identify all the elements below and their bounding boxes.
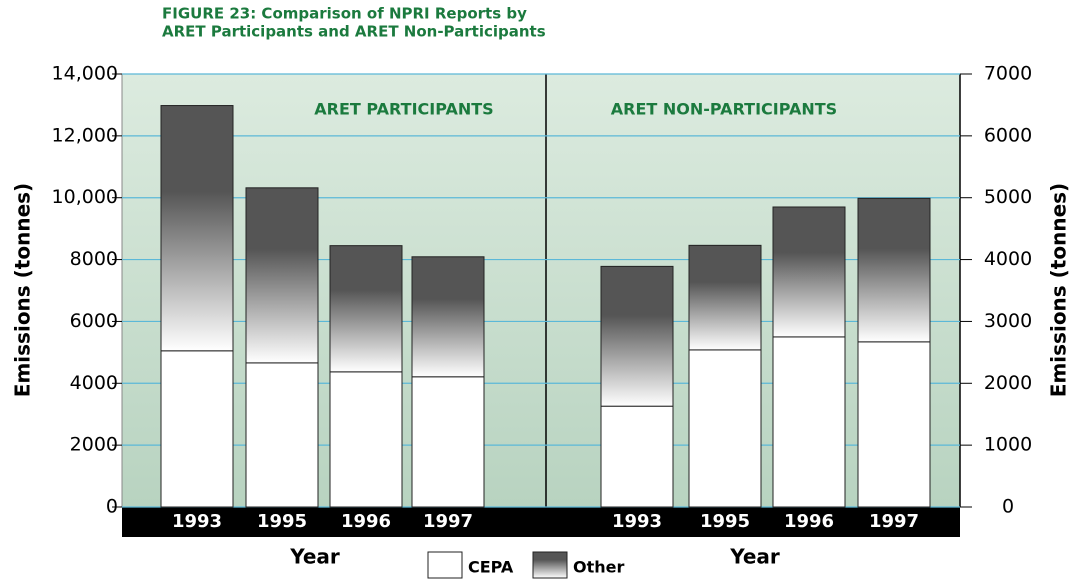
x-tick-label: 1995 bbox=[257, 511, 307, 532]
panel-title: ARET NON-PARTICIPANTS bbox=[611, 100, 837, 119]
y-tick-label: 14,000 bbox=[52, 63, 118, 85]
y2-tick-label: 0 bbox=[1002, 496, 1014, 518]
bar-segment bbox=[411, 256, 485, 378]
bar-segment bbox=[772, 336, 846, 508]
y-tick-label: 10,000 bbox=[52, 186, 118, 208]
bar-segment bbox=[245, 187, 319, 364]
bar-segment bbox=[772, 206, 846, 338]
y2-tick-label: 6000 bbox=[984, 124, 1032, 146]
legend-label: Other bbox=[573, 558, 624, 577]
legend-swatch bbox=[532, 551, 568, 579]
x-tick-label: 1996 bbox=[341, 511, 391, 532]
y2-tick-label: 5000 bbox=[984, 186, 1032, 208]
bar-segment bbox=[245, 362, 319, 508]
y-tick-label: 2000 bbox=[70, 434, 118, 456]
bar-segment bbox=[688, 244, 762, 351]
x-tick-label: 1993 bbox=[172, 511, 222, 532]
x-axis-label: Year bbox=[289, 545, 340, 569]
y-tick-label: 0 bbox=[106, 496, 118, 518]
panel-title: ARET PARTICIPANTS bbox=[314, 100, 493, 119]
bar-segment bbox=[160, 350, 234, 508]
y-tick-label: 4000 bbox=[70, 372, 118, 394]
x-tick-label: 1995 bbox=[700, 511, 750, 532]
x-tick-label: 1993 bbox=[612, 511, 662, 532]
legend-swatch bbox=[427, 551, 463, 579]
y-tick-label: 6000 bbox=[70, 310, 118, 332]
y2-tick-label: 1000 bbox=[984, 434, 1032, 456]
figure-title: ARET Participants and ARET Non-Participa… bbox=[162, 23, 546, 41]
category-band bbox=[122, 507, 960, 537]
x-tick-label: 1997 bbox=[869, 511, 919, 532]
bar-segment bbox=[329, 245, 403, 373]
figure-title: FIGURE 23: Comparison of NPRI Reports by bbox=[162, 5, 527, 23]
bar-segment bbox=[160, 105, 234, 352]
bar-segment bbox=[600, 405, 674, 508]
bar-segment bbox=[688, 349, 762, 508]
bar-segment bbox=[329, 371, 403, 508]
y2-axis-label: Emissions (tonnes) bbox=[1047, 183, 1071, 397]
x-tick-label: 1997 bbox=[423, 511, 473, 532]
legend-label: CEPA bbox=[468, 558, 514, 577]
y-tick-label: 12,000 bbox=[52, 124, 118, 146]
y-tick-label: 8000 bbox=[70, 248, 118, 270]
bar-segment bbox=[857, 341, 931, 508]
y2-tick-label: 3000 bbox=[984, 310, 1032, 332]
x-tick-label: 1996 bbox=[784, 511, 834, 532]
bar-segment bbox=[600, 265, 674, 407]
x-axis-label: Year bbox=[729, 545, 780, 569]
bar-segment bbox=[411, 376, 485, 508]
y2-tick-label: 4000 bbox=[984, 248, 1032, 270]
y2-tick-label: 2000 bbox=[984, 372, 1032, 394]
bar-segment bbox=[857, 197, 931, 343]
y-axis-label: Emissions (tonnes) bbox=[11, 183, 35, 397]
y2-tick-label: 7000 bbox=[984, 63, 1032, 85]
